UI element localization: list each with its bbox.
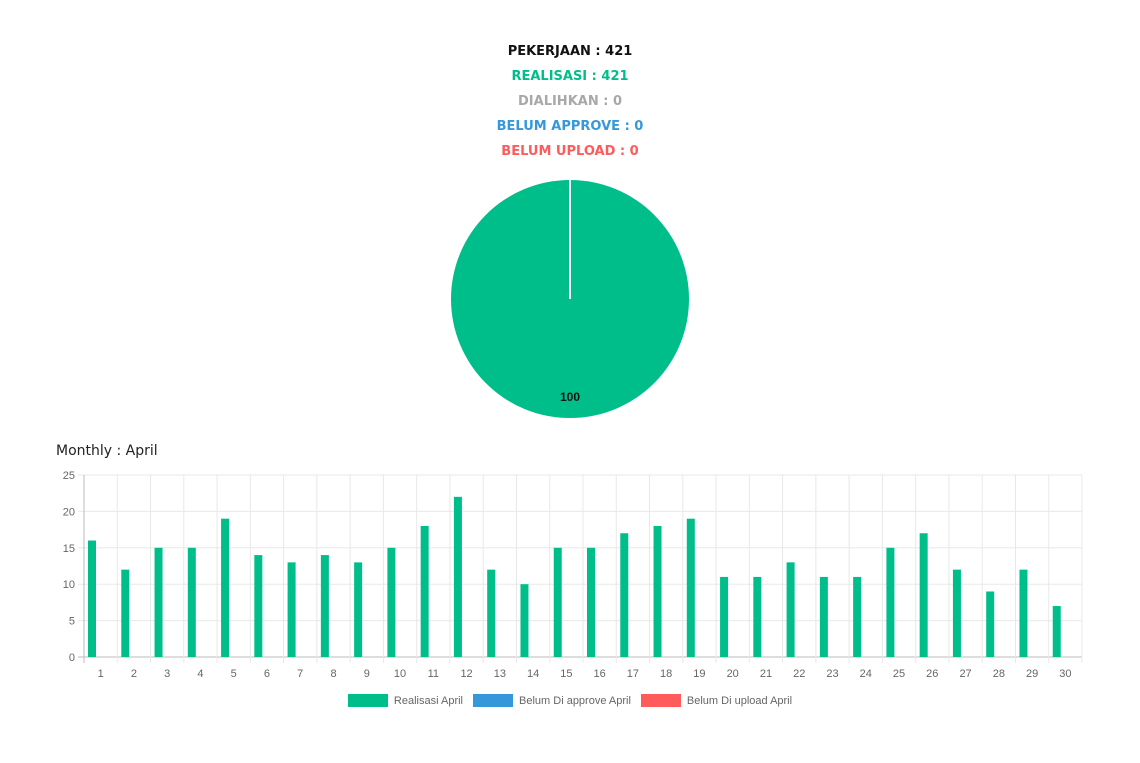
stat-pekerjaan: PEKERJAAN : 421 (507, 44, 633, 59)
x-tick-label: 7 (297, 668, 303, 680)
x-tick-label: 18 (660, 668, 672, 680)
x-tick-label: 30 (1059, 668, 1071, 680)
x-tick-label: 17 (627, 668, 639, 680)
stat-realisasi: REALISASI : 421 (511, 69, 629, 84)
bar-realisasi-april[interactable] (853, 576, 862, 657)
legend-label: Realisasi April (393, 694, 464, 707)
legend-item[interactable]: Realisasi April (347, 694, 464, 707)
y-tick-label: 25 (63, 470, 75, 482)
bar-realisasi-april[interactable] (886, 547, 895, 657)
x-tick-label: 5 (231, 668, 237, 680)
x-tick-label: 4 (197, 668, 203, 680)
x-tick-label: 11 (428, 668, 439, 680)
x-tick-label: 25 (893, 668, 905, 680)
x-tick-label: 29 (1026, 668, 1038, 680)
bar-realisasi-april[interactable] (254, 555, 263, 657)
bar-realisasi-april[interactable] (819, 576, 828, 657)
bar-realisasi-april[interactable] (720, 576, 729, 657)
x-tick-label: 16 (594, 668, 606, 680)
bar-realisasi-april[interactable] (653, 525, 662, 657)
bar-realisasi-april[interactable] (1019, 569, 1028, 657)
pie-chart: 100 (451, 180, 689, 418)
x-tick-label: 27 (959, 668, 971, 680)
x-tick-label: 22 (793, 668, 805, 680)
stat-dialihkan: DIALIHKAN : 0 (518, 94, 622, 109)
x-tick-label: 21 (760, 668, 772, 680)
bar-realisasi-april[interactable] (121, 569, 130, 657)
stat-belum-upload: BELUM UPLOAD : 0 (501, 144, 639, 159)
x-tick-label: 15 (560, 668, 572, 680)
x-tick-label: 8 (330, 668, 336, 680)
y-tick-label: 0 (69, 652, 75, 664)
bar-realisasi-april[interactable] (919, 533, 928, 657)
y-tick-label: 15 (63, 543, 75, 555)
bar-realisasi-april[interactable] (1052, 606, 1061, 657)
legend-swatch (347, 694, 388, 707)
legend-swatch (640, 694, 681, 707)
x-tick-label: 13 (494, 668, 506, 680)
bar-realisasi-april[interactable] (686, 518, 695, 657)
bar-realisasi-april[interactable] (320, 555, 329, 657)
stats-summary: PEKERJAAN : 421 REALISASI : 421 DIALIHKA… (0, 42, 1140, 167)
legend-item[interactable]: Belum Di upload April (640, 694, 793, 707)
bar-realisasi-april[interactable] (952, 569, 961, 657)
bar-realisasi-april[interactable] (287, 562, 296, 657)
x-tick-label: 12 (460, 668, 472, 680)
bar-realisasi-april[interactable] (520, 584, 529, 657)
bar-realisasi-april[interactable] (786, 562, 795, 657)
x-tick-label: 23 (826, 668, 838, 680)
x-tick-label: 28 (993, 668, 1005, 680)
x-tick-label: 2 (131, 668, 137, 680)
x-tick-label: 3 (164, 668, 170, 680)
bar-realisasi-april[interactable] (986, 591, 995, 657)
monthly-title: Monthly : April (56, 443, 158, 459)
x-tick-label: 26 (926, 668, 938, 680)
bar-realisasi-april[interactable] (753, 576, 762, 657)
bar-realisasi-april[interactable] (88, 540, 96, 657)
bar-realisasi-april[interactable] (187, 547, 196, 657)
bar-realisasi-april[interactable] (387, 547, 396, 657)
x-tick-label: 1 (98, 668, 104, 680)
legend-label: Belum Di approve April (519, 694, 631, 707)
x-tick-label: 19 (693, 668, 705, 680)
chart-legend: Realisasi April Belum Di approve April Bel… (0, 694, 1140, 707)
stat-belum-approve: BELUM APPROVE : 0 (496, 119, 644, 134)
y-tick-label: 5 (69, 616, 75, 628)
bar-realisasi-april[interactable] (620, 533, 629, 657)
bar-realisasi-april[interactable] (354, 562, 363, 657)
legend-item[interactable]: Belum Di approve April (473, 694, 631, 707)
pie-slice-label-0: 100 (560, 390, 580, 404)
legend-label: Belum Di upload April (686, 694, 793, 707)
bar-realisasi-april[interactable] (221, 518, 230, 657)
x-tick-label: 6 (264, 668, 270, 680)
x-tick-label: 24 (860, 668, 872, 680)
bar-realisasi-april[interactable] (553, 547, 562, 657)
legend-swatch (473, 694, 514, 707)
x-tick-label: 20 (727, 668, 739, 680)
x-tick-label: 10 (394, 668, 406, 680)
x-tick-label: 9 (364, 668, 370, 680)
y-tick-label: 10 (63, 579, 75, 591)
bar-realisasi-april[interactable] (587, 547, 595, 657)
bar-realisasi-april[interactable] (487, 569, 496, 657)
bar-realisasi-april[interactable] (420, 525, 429, 657)
x-tick-label: 14 (527, 668, 539, 680)
bar-realisasi-april[interactable] (154, 547, 163, 657)
bar-realisasi-april[interactable] (453, 496, 462, 657)
y-tick-label: 20 (63, 506, 75, 518)
